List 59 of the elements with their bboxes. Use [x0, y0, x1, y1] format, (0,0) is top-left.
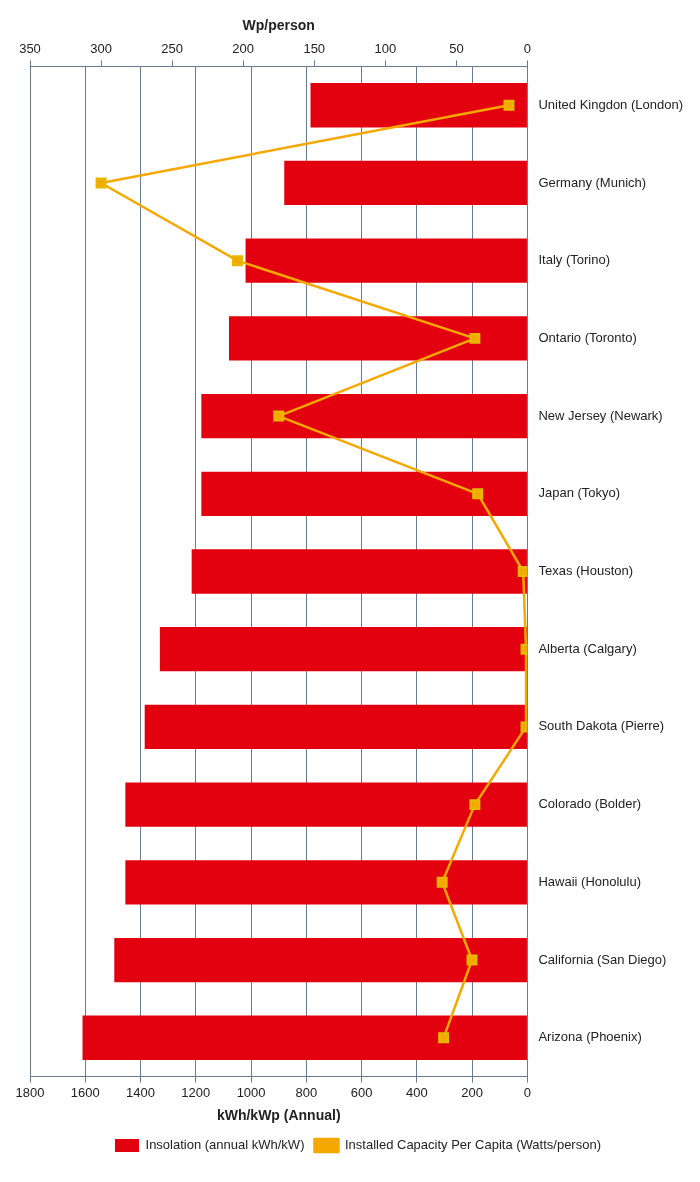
point [466, 954, 478, 966]
x-tick-label: 1200 [181, 1084, 211, 1100]
y-tick-label: Texas (Houston) [538, 563, 634, 579]
y-tick-label: South Dakota (Pierre) [538, 718, 665, 734]
x2-axis-title: Wp/person [242, 17, 315, 34]
legend-label: Insolation (annual kWh/kW) [145, 1137, 305, 1153]
bar [201, 471, 527, 516]
x2-tick-label: 50 [449, 41, 464, 57]
point [438, 1032, 450, 1044]
y-tick-label: New Jersey (Newark) [538, 407, 663, 423]
point [469, 332, 481, 344]
point [95, 177, 107, 189]
x2-tick-label: 150 [303, 41, 326, 57]
bar [201, 393, 527, 439]
y-tick-label: Hawaii (Honolulu) [538, 873, 642, 889]
bar [310, 83, 527, 128]
y-tick-label: Germany (Munich) [538, 174, 647, 190]
bar [228, 316, 527, 361]
x2-tick-label: 200 [232, 41, 255, 57]
bar [125, 782, 527, 827]
y-tick-label: Ontario (Toronto) [538, 329, 637, 345]
bar [82, 1015, 527, 1060]
x-axis-title: kWh/kWp (Annual) [216, 1107, 341, 1124]
y-tick-label: Arizona (Phoenix) [538, 1029, 642, 1045]
bar [284, 160, 527, 206]
y-tick-label: Colorado (Bolder) [538, 796, 642, 812]
bar [191, 549, 527, 594]
x-tick-label: 1600 [70, 1084, 100, 1100]
y-tick-label: United Kingdon (London) [538, 96, 684, 112]
bar [245, 238, 527, 283]
point [273, 410, 285, 422]
point [503, 99, 515, 111]
x-tick-label: 1400 [126, 1084, 156, 1100]
y-tick-label: California (San Diego) [538, 951, 667, 967]
point [232, 255, 243, 267]
bar [159, 627, 527, 672]
x-tick-label: 400 [406, 1084, 428, 1100]
x2-tick-label: 300 [90, 41, 112, 57]
legend-label: Installed Capacity Per Capita (Watts/person) [344, 1137, 601, 1153]
x-tick-label: 1000 [236, 1084, 266, 1100]
bar [114, 937, 527, 983]
x2-tick-label: 250 [161, 41, 183, 57]
bar [144, 704, 527, 750]
y-tick-label: Alberta (Calgary) [538, 640, 637, 656]
y-tick-label: Japan (Tokyo) [538, 485, 621, 501]
bar [125, 860, 527, 905]
x-tick-label: 1800 [15, 1084, 45, 1100]
x-tick-label: 200 [461, 1084, 484, 1100]
y-tick-label: Italy (Torino) [538, 252, 610, 268]
point [472, 488, 484, 500]
x2-tick-label: 350 [19, 41, 41, 57]
x-tick-label: 600 [350, 1084, 373, 1100]
x2-tick-label: 0 [523, 41, 532, 57]
x-tick-label: 800 [295, 1084, 318, 1100]
x2-tick-label: 100 [374, 41, 397, 57]
point [517, 566, 528, 577]
point [436, 876, 448, 888]
x-tick-label: 0 [523, 1084, 532, 1100]
point [469, 799, 481, 811]
